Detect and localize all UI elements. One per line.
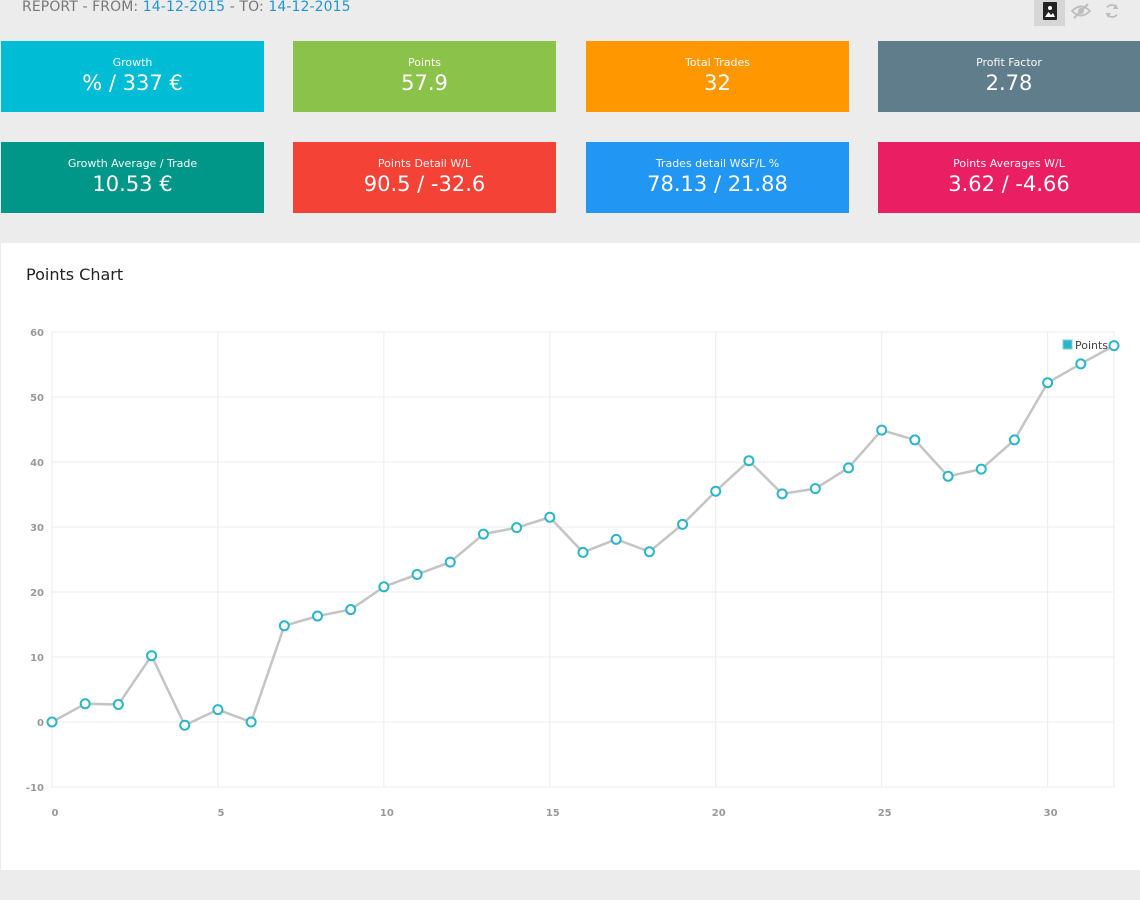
card-value: 3.62 / -4.66 bbox=[948, 172, 1070, 196]
report-header: REPORT - FROM: 14-12-2015 - TO: 14-12-20… bbox=[22, 0, 351, 15]
data-point bbox=[942, 470, 954, 482]
data-point bbox=[610, 533, 622, 545]
card-value: 78.13 / 21.88 bbox=[647, 172, 788, 196]
card-points: Points 57.9 bbox=[293, 41, 556, 112]
legend-swatch bbox=[1062, 339, 1073, 350]
data-point bbox=[511, 522, 523, 534]
from-date[interactable]: 14-12-2015 bbox=[142, 0, 226, 15]
data-point bbox=[179, 719, 191, 731]
series-line-points bbox=[51, 344, 1115, 727]
data-point bbox=[312, 610, 323, 622]
data-point bbox=[477, 528, 489, 540]
hide-button[interactable] bbox=[1065, 0, 1096, 26]
x-tick-label: 20 bbox=[712, 808, 726, 819]
card-value: 57.9 bbox=[401, 71, 448, 95]
x-tick-label: 10 bbox=[380, 808, 394, 819]
card-growth-average: Growth Average / Trade 10.53 € bbox=[1, 142, 264, 213]
points-chart: -10 0 10 20 30 40 50 60 0 5 10 15 20 25 30 Points bbox=[26, 328, 1120, 819]
data-point bbox=[345, 604, 357, 616]
data-point bbox=[776, 488, 788, 500]
y-tick-label: 20 bbox=[30, 588, 44, 599]
card-label: Points Detail W/L bbox=[377, 157, 472, 170]
image-icon bbox=[1042, 2, 1057, 24]
card-label: Points Averages W/L bbox=[953, 157, 1065, 170]
data-point bbox=[46, 716, 58, 728]
x-tick-label: 0 bbox=[52, 808, 59, 819]
x-tick-label: 25 bbox=[878, 808, 892, 819]
y-tick-label: -10 bbox=[26, 783, 44, 794]
data-point bbox=[1008, 434, 1020, 446]
card-label: Growth Average / Trade bbox=[67, 157, 198, 170]
y-tick-label: 30 bbox=[30, 523, 44, 534]
data-point bbox=[975, 463, 987, 475]
image-button[interactable] bbox=[1034, 0, 1065, 26]
report-middle: - TO: bbox=[225, 0, 269, 15]
y-tick-label: 10 bbox=[30, 653, 44, 664]
card-points-detail: Points Detail W/L 90.5 / -32.6 bbox=[293, 142, 556, 213]
data-point bbox=[212, 704, 224, 716]
x-tick-label: 15 bbox=[546, 808, 560, 819]
data-point bbox=[1108, 340, 1120, 352]
plot-frame bbox=[51, 331, 1115, 788]
chart-title: Points Chart bbox=[26, 265, 124, 284]
data-point bbox=[444, 556, 456, 568]
data-point bbox=[112, 698, 124, 710]
card-label: Growth bbox=[112, 56, 153, 69]
data-point bbox=[1075, 358, 1087, 370]
legend-label: Points bbox=[1075, 339, 1108, 352]
card-points-averages: Points Averages W/L 3.62 / -4.66 bbox=[878, 142, 1140, 213]
data-point bbox=[909, 434, 921, 446]
y-tick-label: 60 bbox=[30, 328, 44, 339]
report-prefix: REPORT - FROM: bbox=[22, 0, 143, 15]
y-tick-label: 50 bbox=[30, 393, 44, 404]
data-point bbox=[577, 546, 589, 558]
data-point bbox=[245, 716, 257, 728]
data-point bbox=[1042, 377, 1054, 389]
card-profit-factor: Profit Factor 2.78 bbox=[878, 41, 1140, 112]
card-value: 32 bbox=[704, 71, 731, 95]
data-point bbox=[378, 581, 390, 593]
card-label: Points bbox=[407, 56, 442, 69]
card-trades-detail: Trades detail W&F/L % 78.13 / 21.88 bbox=[586, 142, 849, 213]
stats-cards: Growth % / 337 € Points 57.9 Total Trade… bbox=[0, 41, 1140, 213]
data-point bbox=[278, 620, 290, 632]
data-point bbox=[843, 462, 854, 474]
chart-panel: Points Chart -10 0 10 20 30 40 50 60 0 5 10 15 20 25 3… bbox=[1, 243, 1140, 870]
card-value: % / 337 € bbox=[82, 71, 183, 95]
x-tick-label: 30 bbox=[1044, 808, 1058, 819]
y-tick-label: 40 bbox=[30, 458, 44, 469]
data-point bbox=[411, 568, 423, 580]
data-point bbox=[544, 511, 556, 523]
card-growth: Growth % / 337 € bbox=[1, 41, 264, 112]
card-total-trades: Total Trades 32 bbox=[586, 41, 849, 112]
card-label: Profit Factor bbox=[976, 56, 1042, 69]
data-point bbox=[643, 546, 655, 558]
data-point bbox=[677, 518, 689, 530]
refresh-button[interactable] bbox=[1096, 0, 1127, 26]
eye-slash-icon bbox=[1070, 3, 1091, 23]
card-label: Total Trades bbox=[684, 56, 751, 69]
data-point bbox=[743, 455, 755, 467]
y-tick-label: 0 bbox=[37, 718, 44, 729]
card-value: 2.78 bbox=[985, 71, 1033, 95]
to-date[interactable]: 14-12-2015 bbox=[268, 0, 351, 15]
data-point bbox=[710, 485, 722, 497]
x-tick-label: 5 bbox=[217, 808, 224, 819]
refresh-icon bbox=[1104, 3, 1120, 23]
data-point bbox=[79, 698, 91, 710]
data-point bbox=[809, 483, 821, 495]
card-value: 10.53 € bbox=[92, 172, 173, 196]
data-point bbox=[146, 650, 158, 662]
toolbar bbox=[1034, 0, 1127, 26]
card-value: 90.5 / -32.6 bbox=[363, 172, 486, 196]
card-label: Trades detail W&F/L % bbox=[655, 157, 780, 170]
data-point bbox=[876, 424, 888, 436]
